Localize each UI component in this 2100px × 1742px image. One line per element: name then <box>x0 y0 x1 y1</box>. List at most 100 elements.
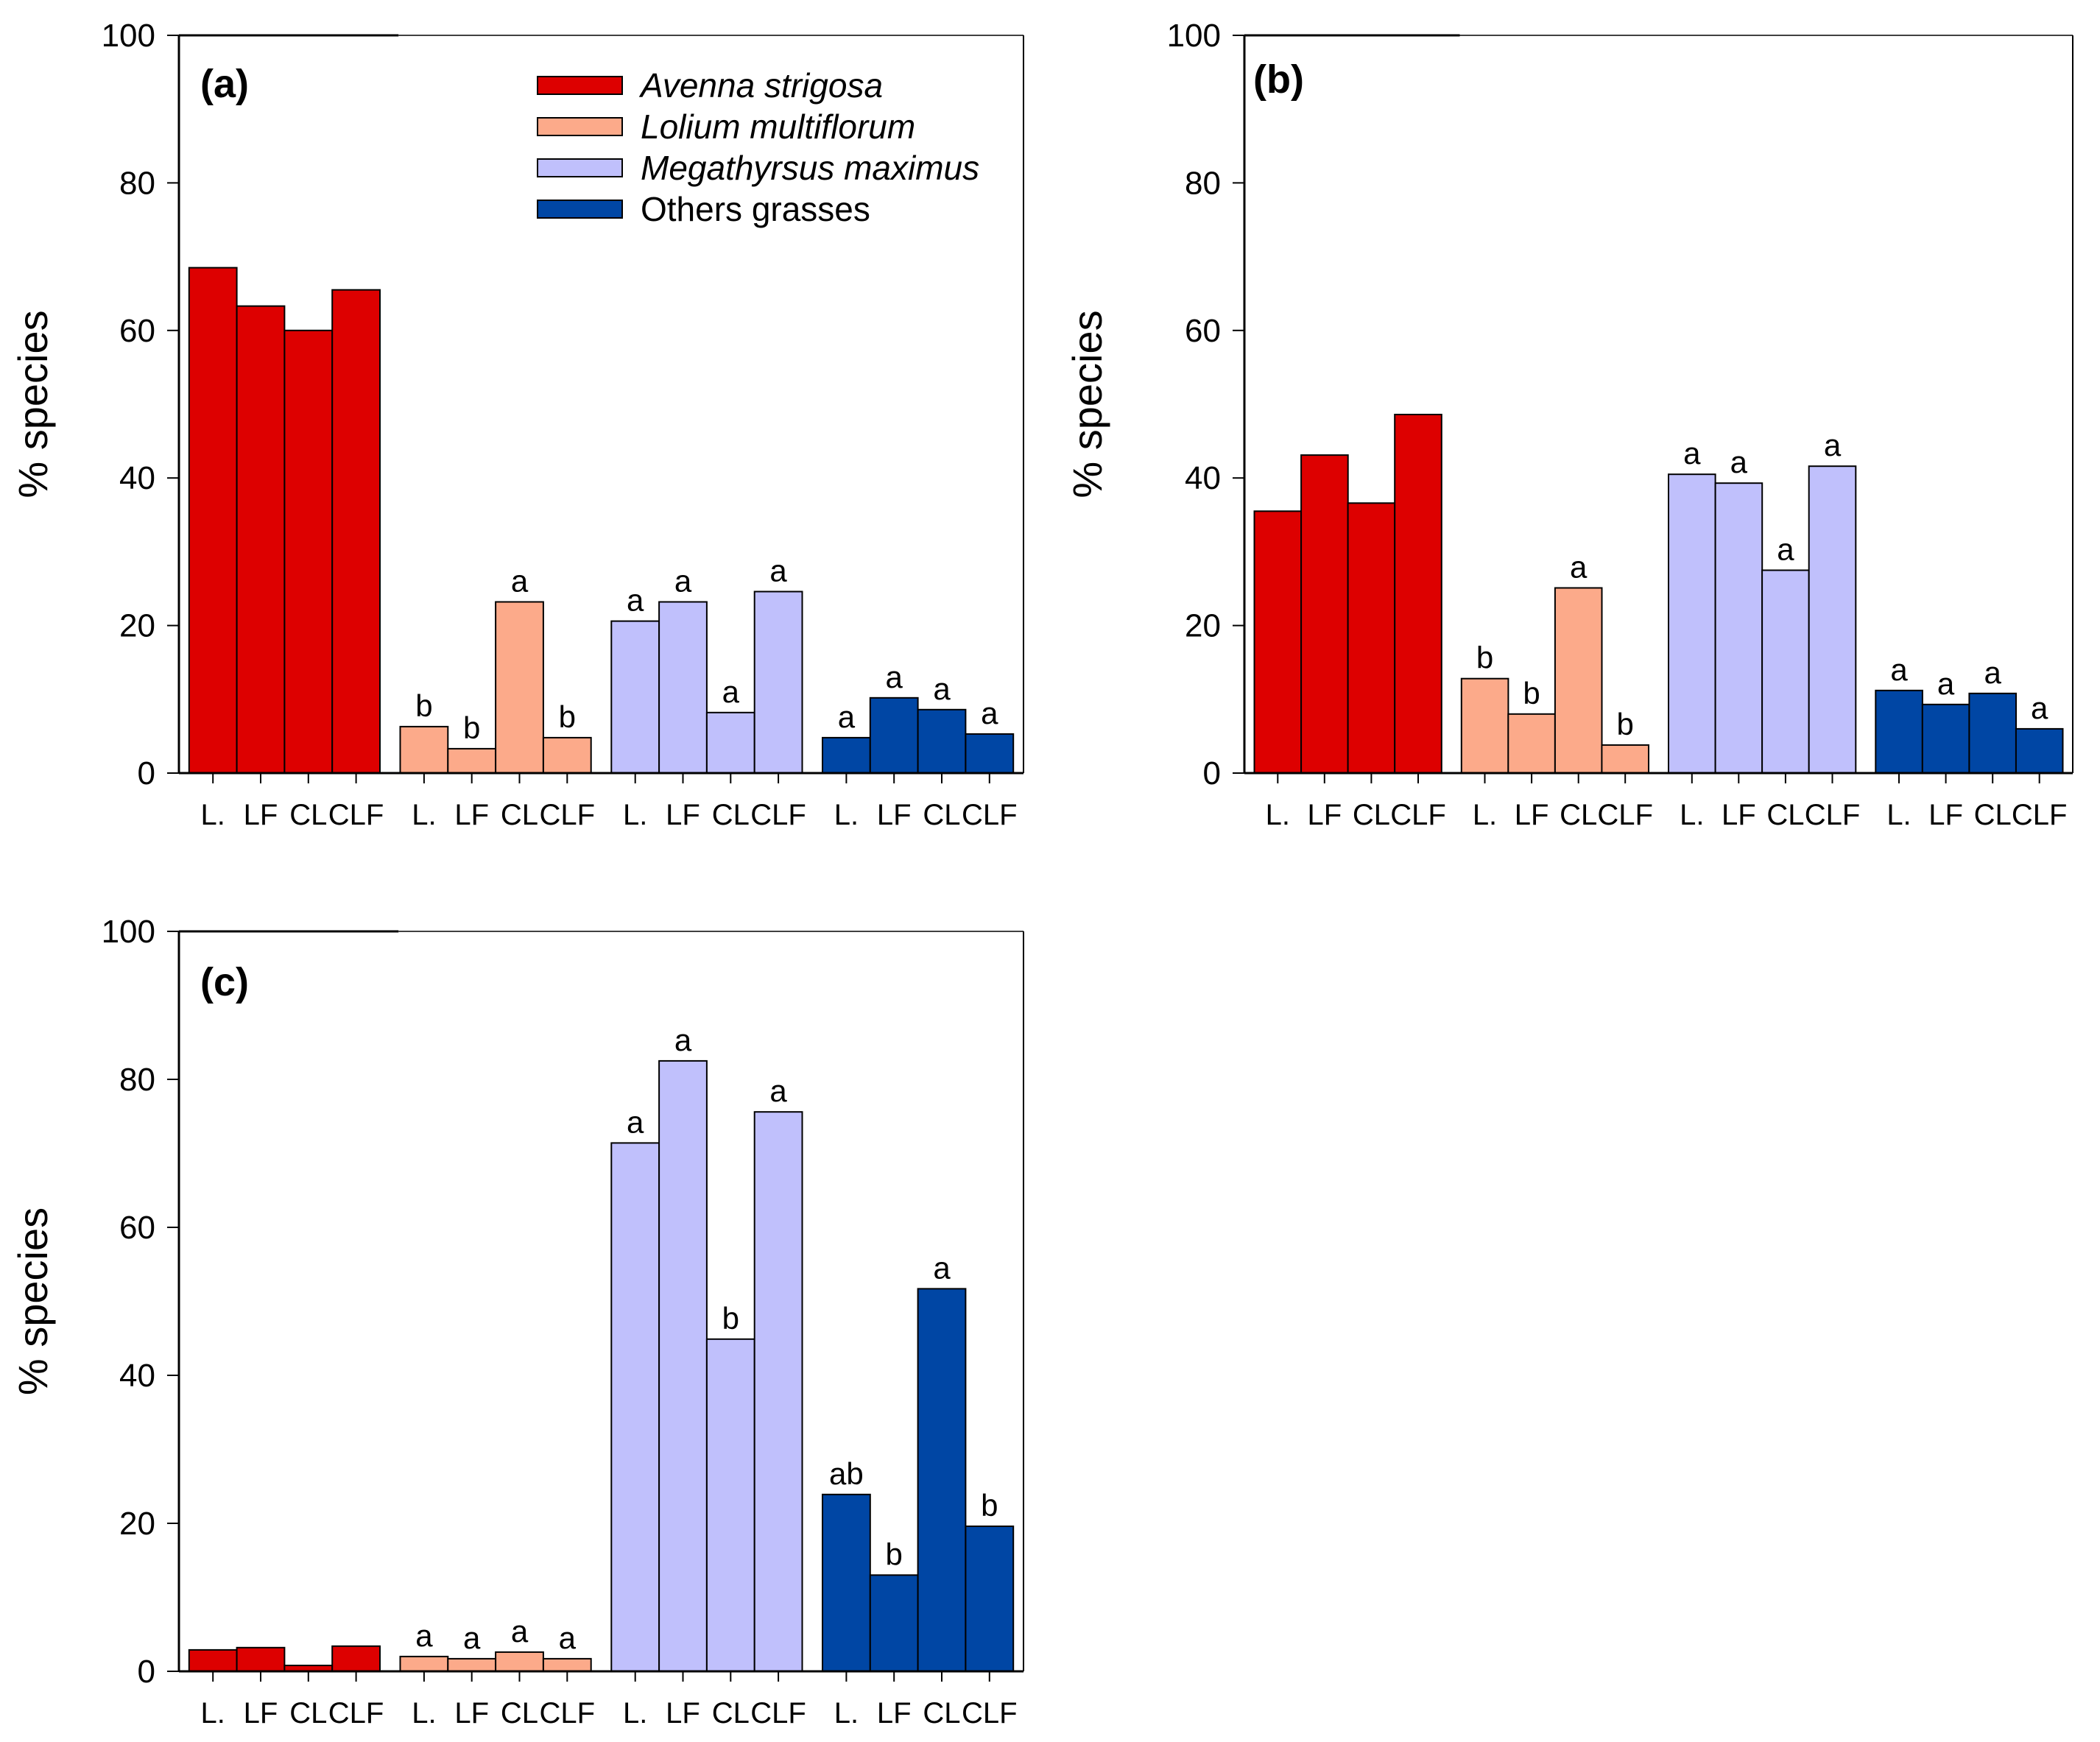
y-tick-label: 40 <box>119 460 155 496</box>
chart-panel-b: L. LF CL CLFbL.bLFaCLbCLFaL.aLFaCLaCLFaL.aL… <box>1064 18 2073 831</box>
y-tick-label: 0 <box>138 1654 155 1690</box>
panel-label: (a) <box>200 62 249 106</box>
y-tick-label: 80 <box>119 1062 155 1098</box>
bar-megathyrsus-1 <box>658 1059 708 1672</box>
x-tick-label: L. <box>201 799 225 831</box>
x-tick-label: CLF <box>1390 799 1446 831</box>
bar-others-3 <box>2015 727 2064 775</box>
bar-significance-label: a <box>511 564 529 599</box>
x-tick-label: CLF <box>962 799 1018 831</box>
legend-entry: Others grasses <box>641 190 870 228</box>
x-tick-label: CLF <box>328 1697 384 1729</box>
bar-lolium-0 <box>399 725 449 775</box>
x-tick-label: CLF <box>1805 799 1861 831</box>
y-tick-label: 100 <box>1167 18 1221 54</box>
x-tick-label: CLF <box>1597 799 1653 831</box>
bar-others-3 <box>965 1526 1015 1672</box>
y-axis-title: % species <box>10 310 56 498</box>
panel-label: (c) <box>200 960 249 1004</box>
bar-significance-label: b <box>415 688 432 723</box>
x-tick-label: L. <box>201 1697 225 1729</box>
bar-significance-label: a <box>627 583 644 618</box>
x-tick-label: LF <box>1515 799 1549 831</box>
bar-lolium-2 <box>495 601 544 774</box>
bar-others-0 <box>822 1493 871 1673</box>
bar-lolium-1 <box>447 747 497 775</box>
bar-significance-label: a <box>1683 436 1701 470</box>
bar-others-2 <box>917 708 967 774</box>
x-tick-label: CL <box>923 799 960 831</box>
bar-significance-label: a <box>1777 532 1794 567</box>
panel-label: (b) <box>1253 57 1304 102</box>
bar-others-3 <box>965 733 1015 775</box>
x-tick-label: LF <box>244 799 278 831</box>
bar-avenna-2 <box>1347 502 1396 774</box>
bar-lolium-3 <box>542 736 592 775</box>
bar-significance-label: a <box>627 1104 644 1139</box>
bar-significance-label: a <box>511 1614 529 1648</box>
bar-significance-label: a <box>981 696 998 730</box>
x-tick-label: CL <box>289 799 327 831</box>
legend-entry: Lolium multiflorum <box>641 107 915 146</box>
legend-swatch <box>537 200 623 219</box>
bar-megathyrsus-0 <box>610 620 660 774</box>
bar-significance-label: a <box>2031 691 2048 725</box>
bar-megathyrsus-0 <box>610 1142 660 1672</box>
y-tick-label: 0 <box>138 755 155 791</box>
bar-significance-label: a <box>415 1618 433 1653</box>
x-tick-label: L. <box>623 1697 647 1729</box>
y-tick-label: 100 <box>102 18 155 54</box>
x-tick-label: LF <box>666 799 700 831</box>
x-tick-label: L. <box>834 1697 859 1729</box>
bar-significance-label: b <box>1617 707 1634 741</box>
chart-panel-a: L. LF CL CLFbL.bLFaCLbCLFaL.aLFaCLaCLFaL.aL… <box>10 18 1024 831</box>
bar-lolium-0 <box>1460 677 1509 775</box>
x-tick-label: LF <box>877 1697 912 1729</box>
bar-significance-label: a <box>933 671 951 706</box>
bar-significance-label: b <box>886 1537 903 1571</box>
x-tick-label: CL <box>1974 799 2012 831</box>
bar-avenna-2 <box>283 329 334 774</box>
bar-significance-label: b <box>1523 676 1540 710</box>
bar-avenna-3 <box>1394 414 1442 774</box>
bar-significance-label: b <box>1476 641 1493 675</box>
x-tick-label: L. <box>623 799 647 831</box>
x-tick-label: LF <box>877 799 912 831</box>
x-tick-label: LF <box>666 1697 700 1729</box>
y-tick-label: 60 <box>1185 313 1221 349</box>
bar-avenna-3 <box>331 289 381 774</box>
bar-avenna-0 <box>188 1648 238 1672</box>
bar-significance-label: a <box>722 674 740 709</box>
bar-megathyrsus-1 <box>658 601 708 774</box>
bar-avenna-1 <box>1300 454 1349 774</box>
bar-significance-label: a <box>769 1073 787 1108</box>
x-tick-label: L. <box>1680 799 1704 831</box>
bar-significance-label: a <box>674 564 692 599</box>
bar-megathyrsus-3 <box>753 590 803 774</box>
bar-megathyrsus-3 <box>753 1111 803 1672</box>
x-tick-label: LF <box>1722 799 1756 831</box>
bar-significance-label: a <box>1937 666 1955 701</box>
bar-lolium-3 <box>542 1657 592 1672</box>
bar-significance-label: a <box>674 1023 692 1057</box>
bar-others-2 <box>1968 692 2017 774</box>
bar-avenna-1 <box>236 1646 286 1673</box>
bar-lolium-2 <box>495 1651 544 1672</box>
bar-others-1 <box>869 1574 919 1673</box>
y-tick-label: 20 <box>119 1506 155 1542</box>
bar-significance-label: a <box>1824 428 1842 462</box>
x-tick-label: CL <box>501 1697 538 1729</box>
x-tick-label: L. <box>1886 799 1911 831</box>
bar-avenna-3 <box>331 1645 381 1673</box>
legend-swatch <box>537 158 623 177</box>
x-tick-label: CLF <box>750 799 806 831</box>
y-axis-title: % species <box>10 1207 56 1395</box>
bar-lolium-1 <box>1507 713 1556 774</box>
bar-avenna-0 <box>188 267 238 775</box>
bar-significance-label: a <box>1570 550 1588 585</box>
bar-others-1 <box>869 697 919 774</box>
x-tick-label: LF <box>244 1697 278 1729</box>
x-tick-label: CL <box>1353 799 1390 831</box>
legend-entry: Megathyrsus maximus <box>641 149 979 187</box>
